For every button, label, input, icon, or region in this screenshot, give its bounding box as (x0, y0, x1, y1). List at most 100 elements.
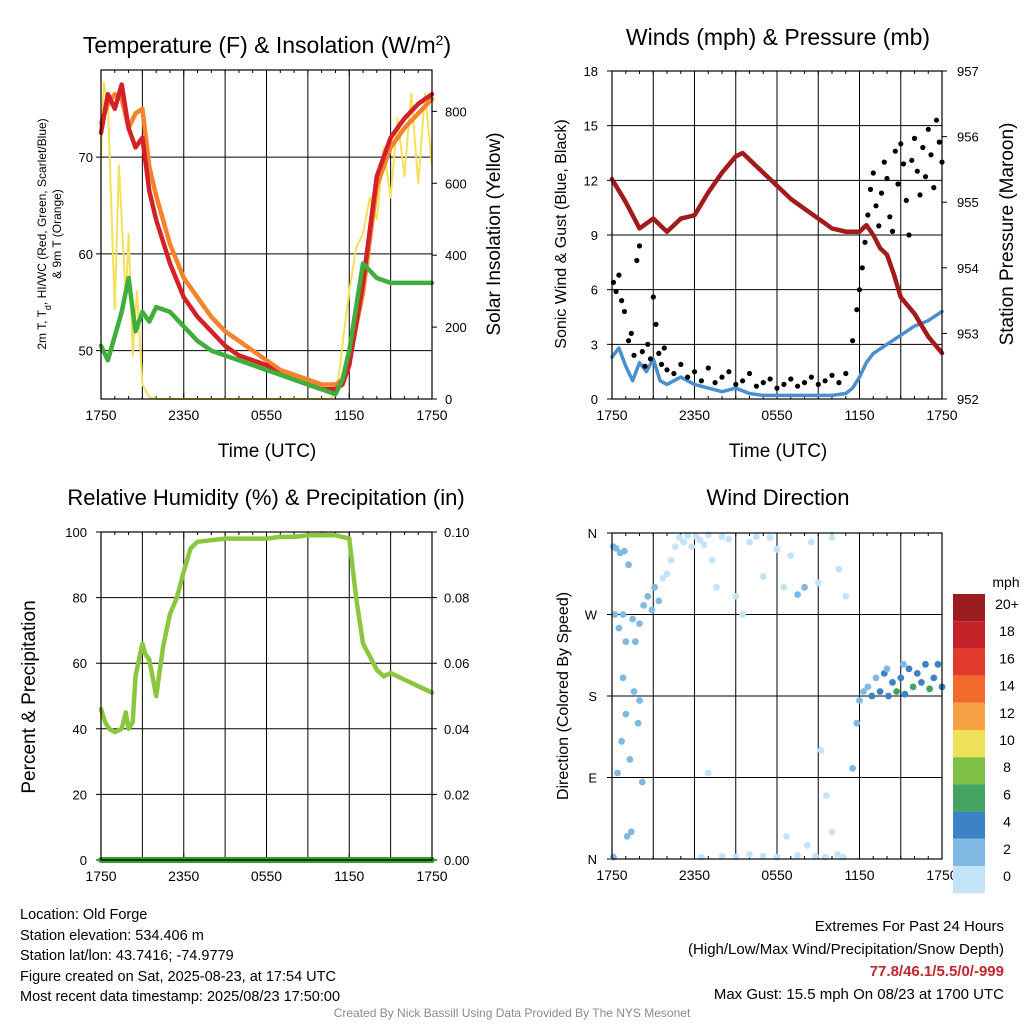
wdir-point (659, 574, 667, 582)
gust-point (760, 380, 766, 386)
wdir-point (618, 737, 625, 745)
insolation-y-axis-label: Solar Insolation (Yellow) (484, 132, 505, 335)
wdir-ytick-label: N (588, 526, 597, 541)
wdir-point (636, 697, 643, 704)
gust-point (636, 243, 643, 249)
wdir-chart-xtick-label: 1150 (844, 867, 874, 883)
gust-point (616, 272, 622, 278)
wdir-point (627, 828, 635, 836)
rh-ytick-label: 0 (80, 853, 87, 868)
gust-point (917, 192, 923, 198)
wdir-point (905, 665, 913, 673)
gust-point (862, 239, 868, 245)
gust-point (836, 380, 842, 386)
wdir-point (794, 591, 801, 598)
rh-ytick-label: 20 (73, 787, 87, 802)
wdir-point (644, 593, 652, 600)
wdir-point (621, 547, 628, 555)
gust-point (647, 356, 654, 362)
gust-point (619, 298, 625, 304)
wdir-point (801, 583, 808, 591)
gust-point (931, 185, 937, 191)
colorbar-swatch (953, 811, 985, 839)
wdir-point (893, 688, 900, 695)
gust-point (719, 374, 725, 380)
rh-ytick-label: 80 (73, 591, 87, 606)
gust-point (639, 349, 645, 355)
rh-chart-xtick-label: 2350 (168, 868, 199, 884)
gust-point (843, 370, 849, 377)
temp-title-close: ) (443, 32, 451, 58)
gust-point (887, 214, 893, 220)
temp-chart-frame (100, 70, 433, 399)
colorbar-label: 20+ (995, 596, 1019, 612)
colorbar-swatch (953, 621, 985, 649)
most-recent-data: Most recent data timestamp: 2025/08/23 1… (20, 989, 341, 1005)
temp-ytick-label: 50 (79, 344, 93, 359)
wdir-point (688, 543, 696, 550)
wdir-point (667, 556, 675, 564)
wdir-point (868, 692, 876, 700)
gust-point (625, 338, 632, 344)
wdir-ytick-label: N (588, 852, 597, 867)
temp-y-axis-label: 2m T, Td, HI/WC (Red, Green, Scarlet/Blu… (35, 118, 64, 349)
gust-point (656, 350, 662, 356)
wind-ytick-label: 3 (591, 337, 598, 352)
wind-y-axis-label: Sonic Wind & Gust (Blue, Black) (553, 119, 570, 348)
colorbar-label: 8 (1003, 759, 1011, 775)
gust-point (889, 228, 896, 234)
temp-chart-xtick-label: 0550 (251, 407, 282, 423)
colorbar-label: 6 (1003, 786, 1011, 802)
wdir-ytick-label: S (588, 689, 597, 704)
wdir-point (671, 543, 679, 550)
colorbar-label: 14 (999, 678, 1015, 694)
gust-point (740, 378, 746, 384)
gust-point (815, 381, 821, 387)
station-latlon: Station lat/lon: 43.7416; -74.9779 (20, 948, 234, 964)
wind-series-line (610, 309, 944, 398)
gust-point (671, 370, 677, 377)
gust-point (884, 175, 890, 182)
colorbar-title: mph (992, 574, 1019, 590)
wdir-chart-xtick-label: 1750 (596, 867, 627, 883)
wdir-point (872, 674, 880, 682)
gust-point (650, 294, 656, 300)
colorbar-label: 16 (999, 650, 1015, 666)
rh-ytick-label: 60 (73, 656, 87, 671)
wdir-point (835, 565, 843, 573)
wdir-point (619, 674, 627, 682)
wdir-point (746, 851, 753, 858)
pressure-ytick-label: 957 (957, 64, 979, 79)
wdir-point (828, 828, 836, 836)
gust-point (634, 257, 640, 264)
gust-point (664, 367, 670, 373)
wdir-point (842, 593, 850, 600)
wdir-point (901, 690, 909, 698)
temp-chart-xtick-label: 2350 (168, 407, 199, 423)
wdir-point (615, 624, 623, 632)
colorbar-swatch (953, 675, 985, 703)
rh-chart-border (100, 531, 433, 861)
rh-series-line (98, 533, 435, 735)
colorbar-label: 4 (1003, 814, 1011, 830)
wdir-point (897, 674, 905, 682)
gust-point (653, 321, 659, 327)
colorbar-label: 10 (999, 732, 1015, 748)
wdir-point (629, 615, 636, 623)
rh-y-axis-label: Percent & Precipitation (19, 600, 40, 793)
wdir-point (663, 570, 671, 578)
gust-point (613, 288, 619, 295)
wind-x-axis-label: Time (UTC) (729, 441, 828, 462)
gust-point (795, 383, 801, 389)
gust-point (870, 170, 876, 176)
wdir-chart-title: Wind Direction (706, 485, 849, 510)
wdir-point (700, 541, 708, 549)
wdir-point (860, 688, 867, 695)
precip-ytick-label: 0.10 (444, 525, 469, 540)
wdir-point (885, 692, 892, 700)
gust-point (925, 126, 931, 132)
gust-point (808, 374, 815, 380)
wdir-point (746, 538, 753, 546)
colorbar-swatch (953, 784, 985, 812)
gust-point (658, 361, 665, 367)
